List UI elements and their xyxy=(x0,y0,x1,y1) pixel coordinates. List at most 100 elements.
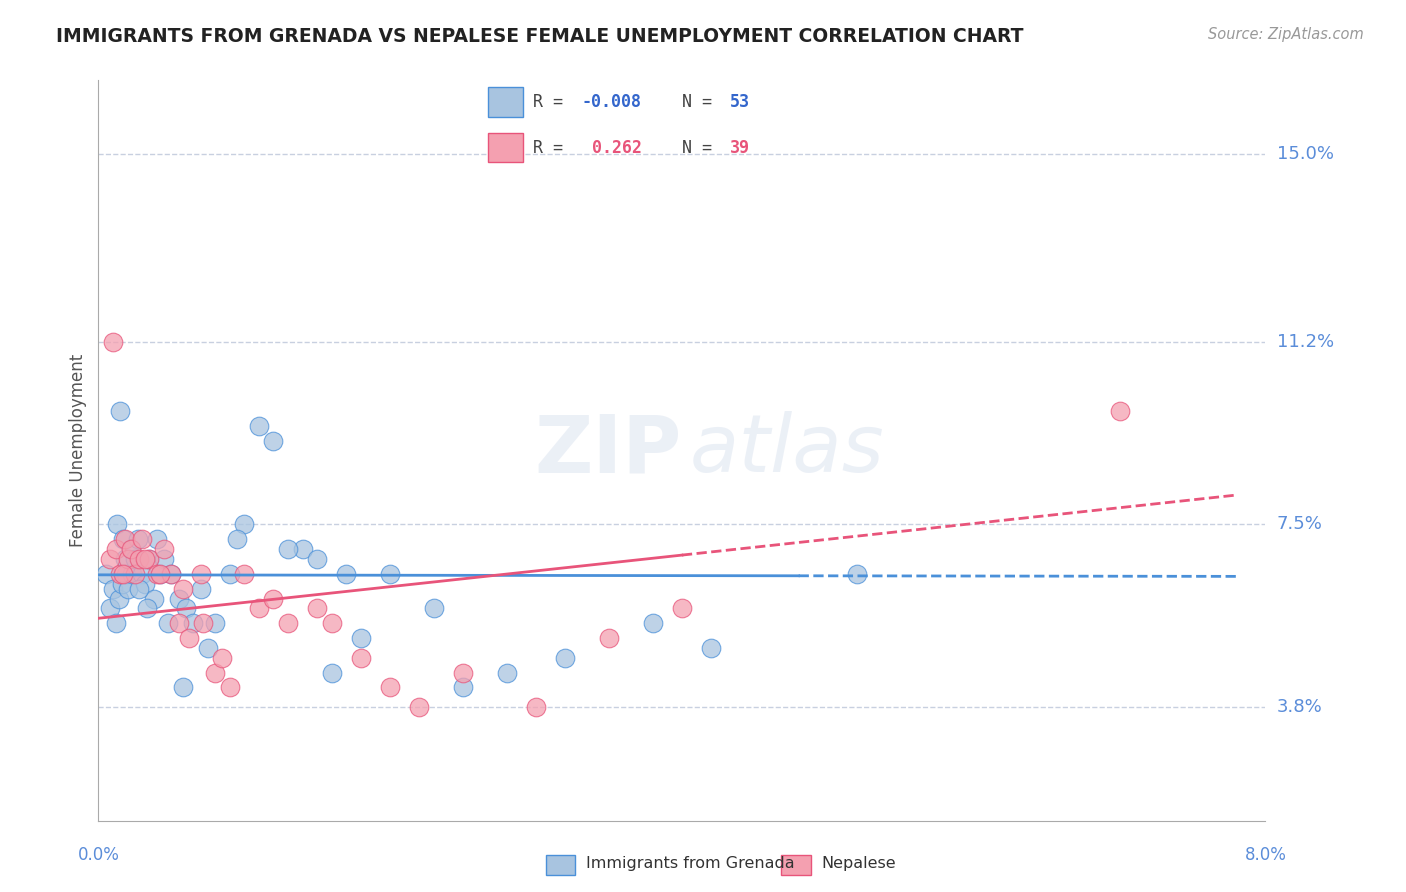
Point xyxy=(149,566,172,581)
Point xyxy=(277,542,299,557)
Point xyxy=(128,552,150,566)
Point xyxy=(157,616,180,631)
Bar xyxy=(546,855,575,875)
Point xyxy=(131,566,153,581)
Point xyxy=(160,566,183,581)
Point xyxy=(146,533,169,547)
Text: R =: R = xyxy=(533,138,574,157)
Point xyxy=(135,601,157,615)
Text: Immigrants from Grenada: Immigrants from Grenada xyxy=(586,855,794,871)
Point xyxy=(138,552,160,566)
Point xyxy=(262,434,284,448)
Point xyxy=(138,552,160,566)
Text: 7.5%: 7.5% xyxy=(1277,516,1323,533)
Point xyxy=(121,566,143,581)
Point xyxy=(120,542,142,557)
Point xyxy=(350,631,373,645)
Point xyxy=(408,700,430,714)
Point xyxy=(134,552,156,566)
Point xyxy=(149,566,172,581)
Point xyxy=(98,601,121,615)
Text: 53: 53 xyxy=(730,93,751,112)
Point xyxy=(262,591,284,606)
Text: 39: 39 xyxy=(730,138,751,157)
Point xyxy=(197,640,219,655)
Text: 3.8%: 3.8% xyxy=(1277,698,1322,716)
Point xyxy=(247,418,270,433)
Text: 0.0%: 0.0% xyxy=(77,846,120,863)
Point xyxy=(700,640,723,655)
Point xyxy=(172,582,194,596)
Point xyxy=(247,601,270,615)
Point xyxy=(115,566,138,581)
Point xyxy=(321,665,343,680)
Point xyxy=(124,552,146,566)
Point xyxy=(174,601,197,615)
Point xyxy=(142,591,165,606)
Point xyxy=(153,552,176,566)
Point xyxy=(218,566,240,581)
Point xyxy=(167,616,190,631)
Point xyxy=(105,517,128,532)
Point xyxy=(451,665,474,680)
Point xyxy=(120,542,142,557)
Text: ZIP: ZIP xyxy=(534,411,682,490)
Text: N =: N = xyxy=(682,138,721,157)
Point xyxy=(111,576,134,591)
Point xyxy=(598,631,620,645)
Point xyxy=(380,681,402,695)
Text: 15.0%: 15.0% xyxy=(1277,145,1333,163)
Point xyxy=(671,601,693,615)
Point xyxy=(94,566,117,581)
Point xyxy=(110,566,132,581)
Point xyxy=(277,616,299,631)
Point xyxy=(218,681,240,695)
Point xyxy=(190,582,212,596)
Point xyxy=(204,616,226,631)
Point xyxy=(146,566,169,581)
Point xyxy=(524,700,547,714)
Point xyxy=(190,566,212,581)
Bar xyxy=(488,133,523,162)
Text: Source: ZipAtlas.com: Source: ZipAtlas.com xyxy=(1208,27,1364,42)
Point xyxy=(350,650,373,665)
Text: Nepalese: Nepalese xyxy=(821,855,896,871)
Point xyxy=(172,681,194,695)
Point xyxy=(1108,404,1130,418)
Point xyxy=(167,591,190,606)
Point xyxy=(846,566,869,581)
Point xyxy=(307,552,329,566)
Point xyxy=(177,631,200,645)
Point xyxy=(193,616,215,631)
Point xyxy=(127,533,149,547)
Point xyxy=(211,650,233,665)
Point xyxy=(423,601,446,615)
Point xyxy=(291,542,314,557)
Point xyxy=(108,591,131,606)
Point xyxy=(128,582,150,596)
Text: -0.008: -0.008 xyxy=(582,93,641,112)
Point xyxy=(104,616,127,631)
Text: 11.2%: 11.2% xyxy=(1277,333,1334,351)
Point xyxy=(114,533,136,547)
Point xyxy=(124,566,146,581)
Point xyxy=(114,552,136,566)
Point xyxy=(112,533,135,547)
Point xyxy=(101,582,124,596)
Point xyxy=(496,665,519,680)
Point xyxy=(131,533,153,547)
Point xyxy=(380,566,402,581)
Point xyxy=(321,616,343,631)
Point xyxy=(554,650,576,665)
Point xyxy=(307,601,329,615)
Point xyxy=(226,533,249,547)
Point xyxy=(104,542,127,557)
Point xyxy=(181,616,204,631)
Point xyxy=(112,566,135,581)
Text: IMMIGRANTS FROM GRENADA VS NEPALESE FEMALE UNEMPLOYMENT CORRELATION CHART: IMMIGRANTS FROM GRENADA VS NEPALESE FEMA… xyxy=(56,27,1024,45)
Point xyxy=(117,552,139,566)
Point xyxy=(233,517,256,532)
Point xyxy=(134,576,156,591)
Text: 8.0%: 8.0% xyxy=(1244,846,1286,863)
Point xyxy=(101,334,124,349)
